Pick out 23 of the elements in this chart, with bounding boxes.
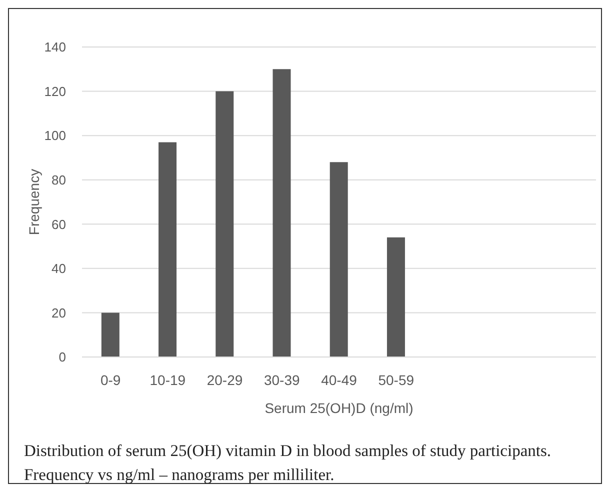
text: Distribution of serum 25(OH) vitamin D in blood samples of study participants. Frequency vs ng/ml – nanograms per milliliter. xyxy=(24,440,552,486)
x-tick-label: 50-59 xyxy=(378,372,414,388)
y-tick-label: 100 xyxy=(44,128,66,144)
x-axis-title: Serum 25(OH)D (ng/ml) xyxy=(264,400,414,416)
bar xyxy=(216,91,234,357)
x-tick-label: 30-39 xyxy=(264,372,300,388)
bar xyxy=(272,69,291,357)
x-tick-label: 0-9 xyxy=(100,372,121,388)
x-tick-label: 10-19 xyxy=(150,372,186,388)
y-tick-label: 0 xyxy=(58,350,66,365)
bar xyxy=(158,142,177,357)
y-tick-label: 20 xyxy=(52,305,66,320)
x-tick-label: 20-29 xyxy=(206,372,243,388)
bar xyxy=(101,312,120,357)
y-tick-label: 140 xyxy=(44,40,66,55)
bar xyxy=(386,237,405,357)
y-tick-label: 120 xyxy=(44,84,66,99)
x-tick-label: 40-49 xyxy=(321,372,358,388)
bar xyxy=(330,162,348,357)
y-axis-title: Frequency xyxy=(26,168,42,236)
y-tick-label: 80 xyxy=(52,172,66,188)
y-tick-label: 40 xyxy=(52,261,66,276)
y-tick-label: 60 xyxy=(52,216,66,232)
